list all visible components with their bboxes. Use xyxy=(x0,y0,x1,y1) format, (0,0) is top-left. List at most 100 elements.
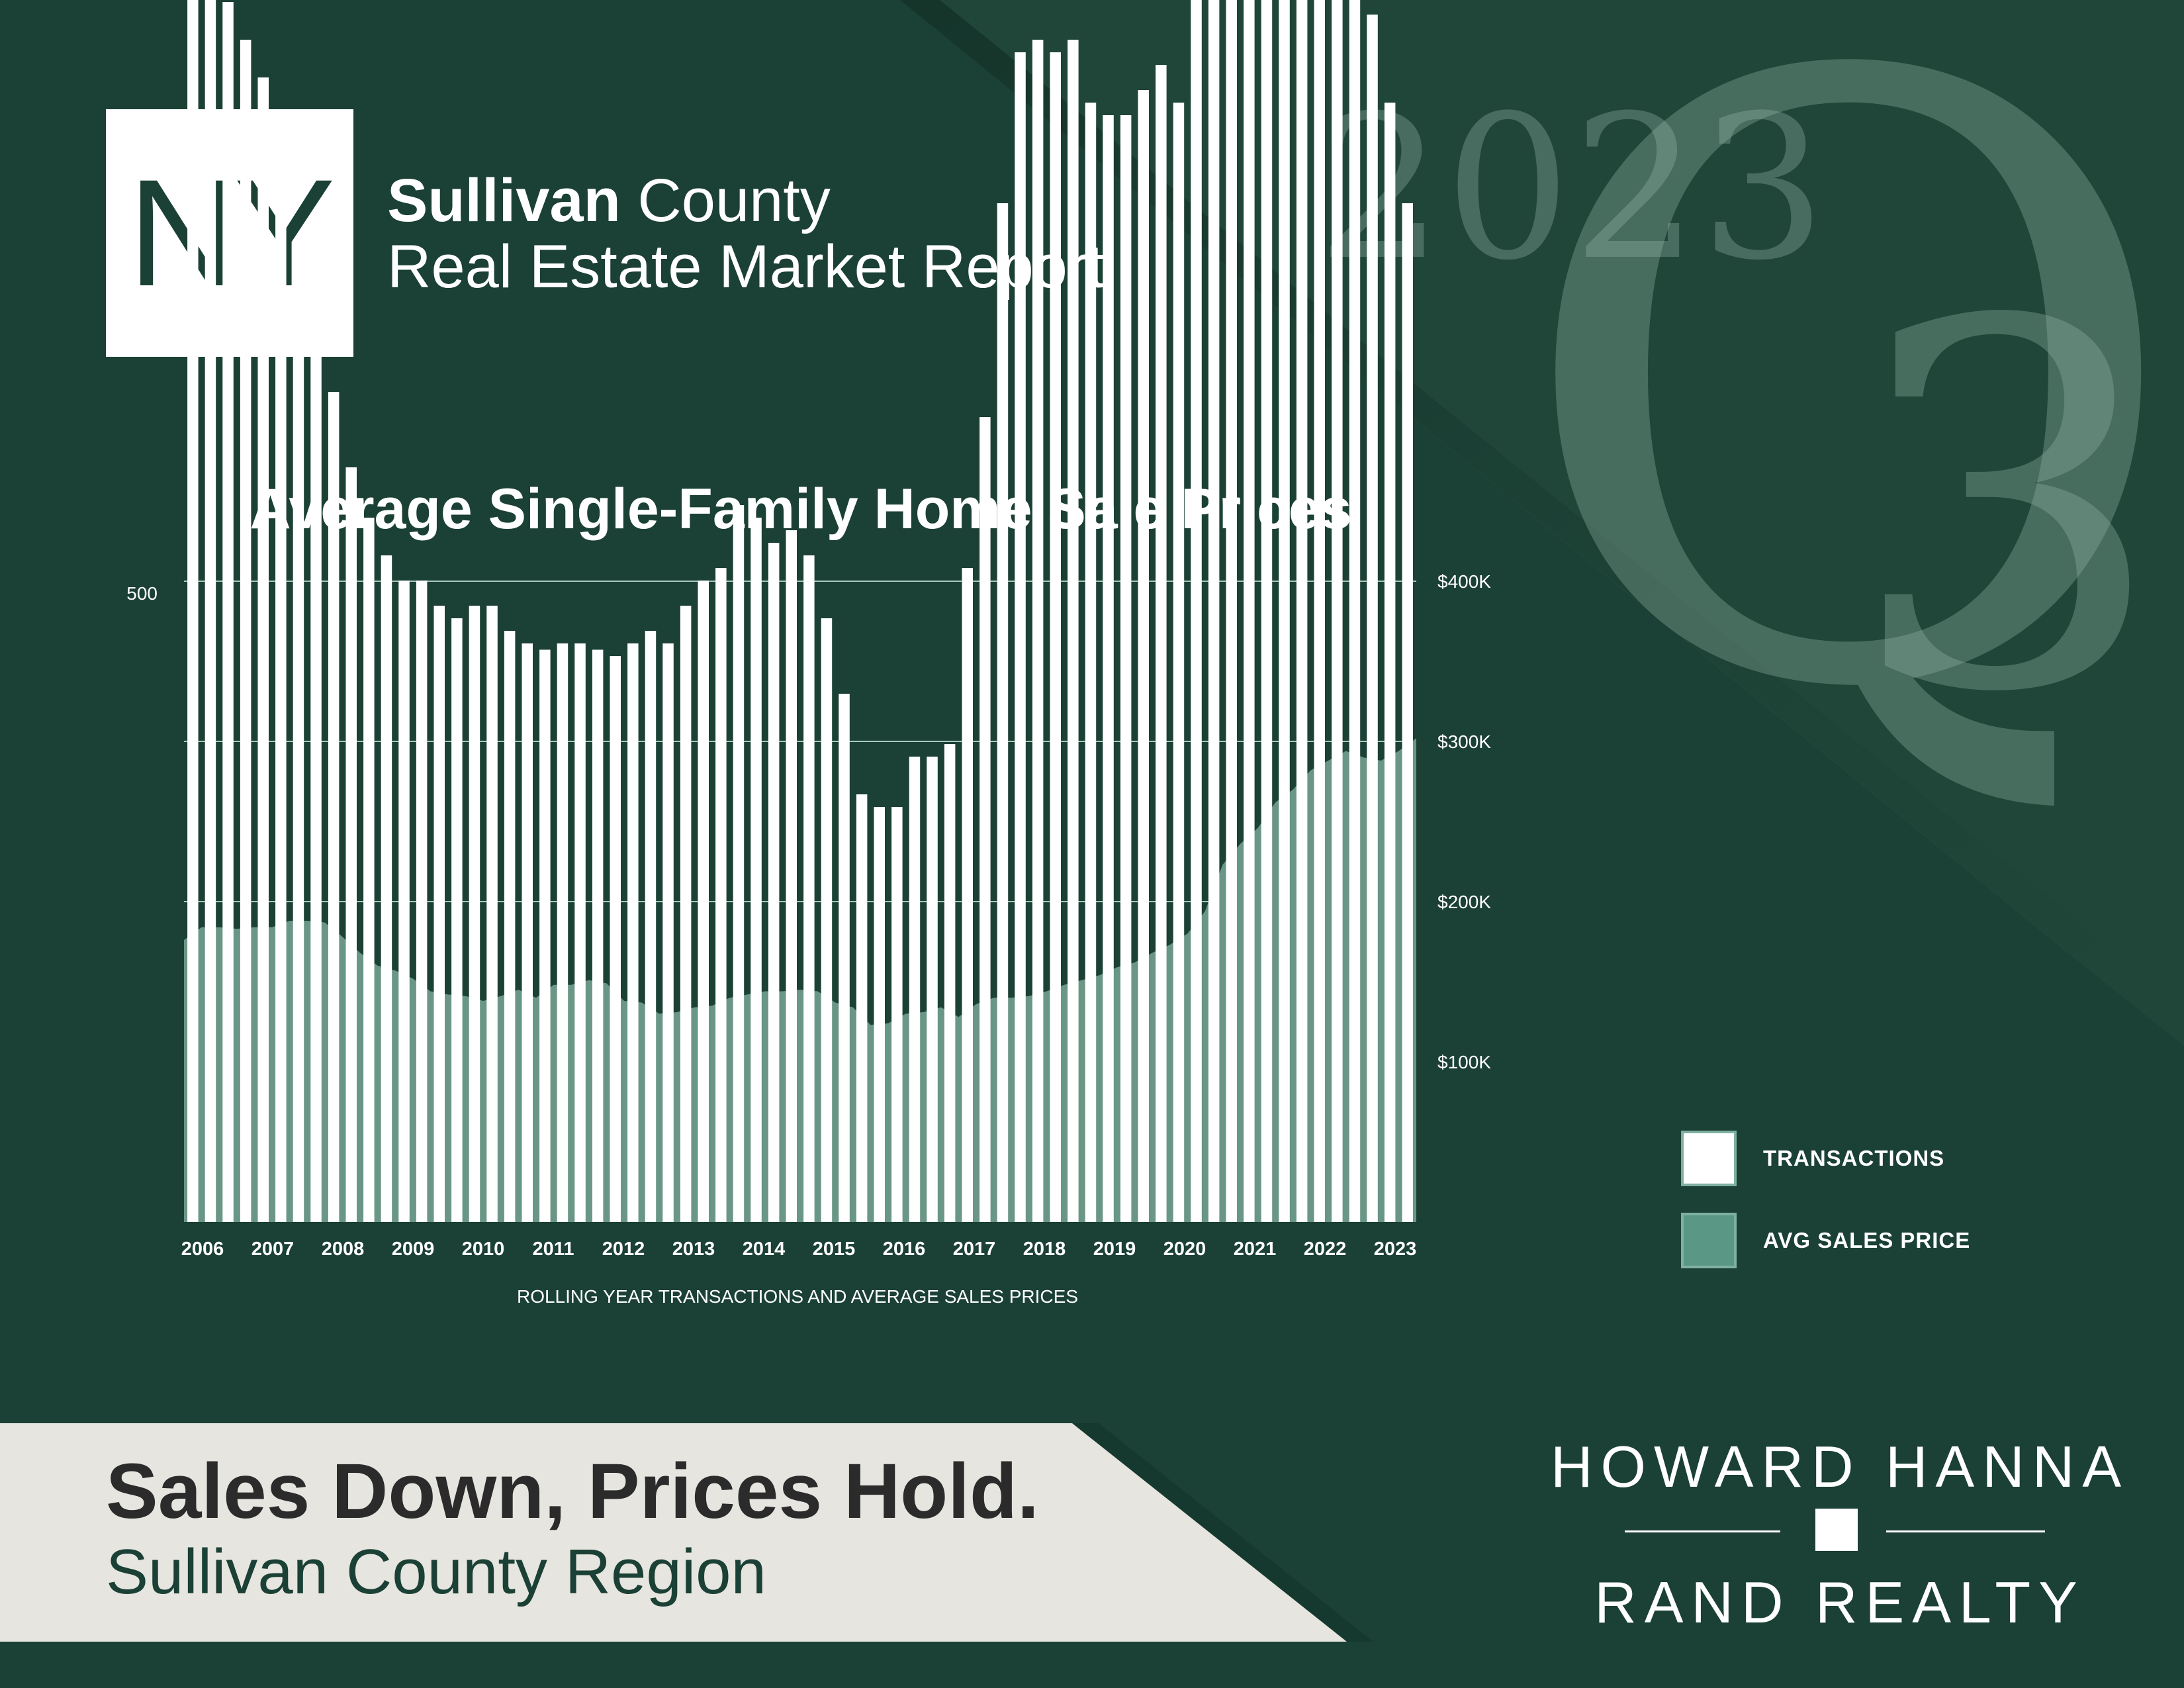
transaction-bar xyxy=(1156,65,1167,1222)
transaction-bar xyxy=(944,744,956,1222)
headline-banner xyxy=(0,1423,1347,1642)
transaction-bar xyxy=(1296,0,1308,1222)
transaction-bar xyxy=(592,649,604,1222)
legend-transactions-swatch xyxy=(1681,1131,1737,1186)
right-axis-tick: $100K xyxy=(1437,1052,1491,1072)
transaction-bar xyxy=(557,643,569,1222)
x-axis-tick: 2019 xyxy=(1093,1239,1136,1260)
x-axis-tick: 2021 xyxy=(1234,1239,1277,1260)
transaction-bar xyxy=(205,0,216,1222)
transaction-bar xyxy=(381,555,392,1222)
right-axis-tick: $300K xyxy=(1437,731,1491,752)
transaction-bar xyxy=(240,40,251,1222)
transaction-bar xyxy=(328,392,340,1222)
transaction-bar xyxy=(751,518,762,1222)
transaction-bar xyxy=(786,530,797,1222)
transactions-bars xyxy=(187,0,1413,1222)
legend-transactions: TRANSACTIONS xyxy=(1681,1131,1944,1186)
quarter-letter-watermark: Q xyxy=(1509,0,2184,868)
transaction-bar xyxy=(839,694,850,1222)
x-axis-tick: 2012 xyxy=(602,1239,645,1260)
x-axis-tick: 2008 xyxy=(322,1239,365,1260)
transaction-bar xyxy=(698,581,709,1222)
transaction-bar xyxy=(768,543,780,1222)
x-axis-tick: 2007 xyxy=(251,1239,295,1260)
transaction-bar xyxy=(1191,0,1202,1222)
diagonal-shadow xyxy=(900,0,2184,1046)
transaction-bar xyxy=(416,581,428,1222)
x-axis-tick: 2018 xyxy=(1023,1239,1066,1260)
transaction-bar xyxy=(1120,115,1132,1222)
transaction-bar xyxy=(874,807,885,1222)
transaction-bar xyxy=(803,555,815,1222)
transaction-bar xyxy=(187,0,199,1222)
transaction-bar xyxy=(1068,40,1079,1222)
transaction-bar xyxy=(1402,203,1413,1222)
transaction-bar xyxy=(433,606,445,1222)
transaction-bar xyxy=(715,568,727,1222)
legend-transactions-label: TRANSACTIONS xyxy=(1763,1146,1945,1170)
transaction-bar xyxy=(522,643,533,1222)
x-axis-tick: 2022 xyxy=(1304,1239,1347,1260)
x-axis-tick: 2014 xyxy=(743,1239,786,1260)
transaction-bar xyxy=(310,342,322,1222)
transaction-bar xyxy=(979,417,991,1222)
transaction-bar xyxy=(662,643,674,1222)
transaction-bar xyxy=(451,618,463,1222)
left-axis: 2,5002,0001,5001,000500 xyxy=(126,583,158,604)
transaction-bar xyxy=(1261,0,1273,1222)
x-axis: 2006 2007 2008 2009 2010 2011 2012 2013 2014 2015… xyxy=(181,1239,1417,1260)
banner-subline: Sullivan County Region xyxy=(106,1536,766,1607)
transaction-bar xyxy=(1314,0,1325,1222)
county-name: Sullivan xyxy=(387,167,621,234)
chart-caption: ROLLING YEAR TRANSACTIONS AND AVERAGE SA… xyxy=(517,1286,1078,1307)
transaction-bar xyxy=(1367,15,1378,1222)
x-axis-tick: 2009 xyxy=(392,1239,435,1260)
transaction-bar xyxy=(680,606,692,1222)
chart-title: Average Single-Family Home Sale Prices xyxy=(250,477,1352,541)
legend-avg-price-label: AVG SALES PRICE xyxy=(1763,1228,1971,1252)
transaction-bar xyxy=(1279,0,1290,1222)
transaction-bar xyxy=(1103,115,1114,1222)
right-axis: $400K $300K $200K $100K xyxy=(1437,571,1491,1072)
brand-divider-left xyxy=(1625,1530,1780,1532)
banner-headline: Sales Down, Prices Hold. xyxy=(106,1448,1039,1535)
transaction-bar xyxy=(856,794,868,1222)
transaction-bar xyxy=(1349,0,1361,1222)
transaction-bar xyxy=(1032,40,1044,1222)
x-axis-tick: 2010 xyxy=(462,1239,505,1260)
report-subtitle: Real Estate Market Report xyxy=(387,233,1105,301)
transaction-bar xyxy=(645,631,657,1222)
year-watermark: 2023 xyxy=(1317,73,1828,304)
transaction-bar xyxy=(398,581,410,1222)
brand-square-icon xyxy=(1815,1509,1858,1551)
transaction-bar xyxy=(1208,0,1220,1222)
left-axis-tick: 500 xyxy=(126,583,158,604)
transaction-bar xyxy=(1384,103,1396,1222)
transaction-bar xyxy=(486,606,498,1222)
transaction-bar xyxy=(222,2,234,1222)
legend-avg-price: AVG SALES PRICE xyxy=(1681,1213,1970,1268)
transaction-bar xyxy=(1050,52,1061,1222)
transaction-bar xyxy=(539,649,551,1222)
transaction-bar xyxy=(1173,103,1185,1222)
banner-shadow xyxy=(1072,1423,1373,1642)
transaction-bar xyxy=(1138,90,1149,1222)
quarter-number-watermark: 3 xyxy=(1846,217,2167,802)
transaction-bar xyxy=(1332,0,1343,1222)
right-axis-tick: $200K xyxy=(1437,892,1491,912)
transaction-bar xyxy=(1085,103,1097,1222)
x-axis-tick: 2016 xyxy=(883,1239,926,1260)
x-axis-tick: 2006 xyxy=(181,1239,224,1260)
right-axis-tick: $400K xyxy=(1437,571,1491,592)
x-axis-tick: 2013 xyxy=(672,1239,715,1260)
brand-line-1: HOWARD HANNA xyxy=(1550,1434,2130,1499)
x-axis-tick: 2015 xyxy=(813,1239,856,1260)
transaction-bar xyxy=(1015,52,1026,1222)
brand-divider-right xyxy=(1886,1530,2045,1532)
x-axis-tick: 2020 xyxy=(1163,1239,1206,1260)
x-axis-tick: 2017 xyxy=(953,1239,996,1260)
x-axis-tick: 2023 xyxy=(1374,1239,1417,1260)
transaction-bar xyxy=(627,643,639,1222)
